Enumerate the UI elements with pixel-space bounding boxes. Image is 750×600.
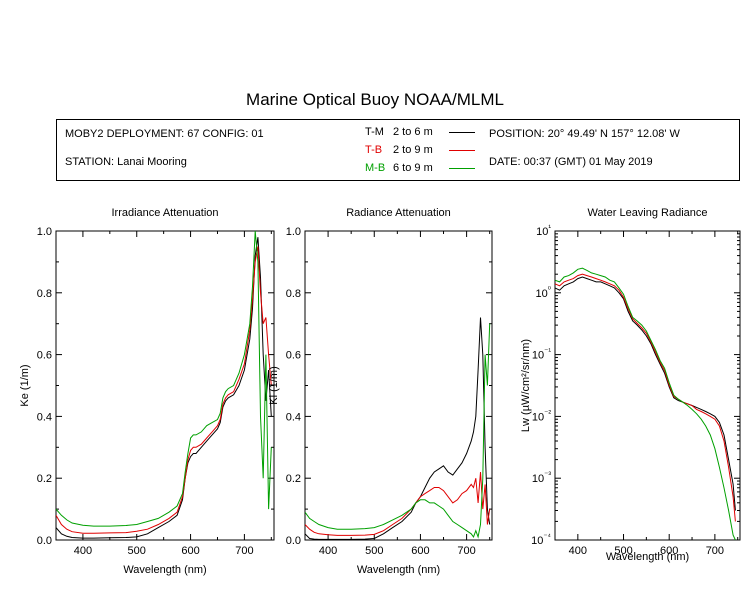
y-tick-label-1-5: 1.0 [286,226,301,238]
y-tick-label-0-2: 0.4 [37,411,52,423]
y-tick-label-0-4: 0.8 [37,288,52,300]
series-line-1-t-b [305,471,491,536]
deployment-label: MOBY2 DEPLOYMENT: 67 CONFIG: 01 [65,128,264,140]
plot-frame-0 [55,230,275,541]
series-line-2-m-b [555,267,736,540]
chart-title-1: Radiance Attenuation [346,207,451,219]
legend-range-mb: 6 to 9 m [393,162,433,174]
y-axis-label-2: Lw (µW/cm²/sr/nm) [520,339,532,432]
x-tick-label-2-2: 600 [660,545,678,557]
series-line-0-t-b [56,246,272,534]
plot-frame-1 [304,230,493,541]
y-tick-label-2-4: 10⁰ [536,285,551,300]
x-tick-label-2-1: 500 [614,545,632,557]
y-tick-label-0-5: 1.0 [37,226,52,238]
y-tick-label-0-1: 0.2 [37,473,52,485]
x-tick-label-0-0: 400 [74,545,92,557]
x-tick-label-1-2: 600 [411,545,429,557]
date-label: DATE: 00:37 (GMT) 01 May 2019 [489,156,653,168]
legend-line-tb [449,150,475,151]
y-tick-label-2-2: 10⁻² [532,408,551,423]
plot-frame-2 [554,230,741,541]
y-tick-label-1-4: 0.8 [286,288,301,300]
series-line-2-t-b [555,273,736,522]
x-axis-label-1: Wavelength (nm) [357,564,440,576]
chart-title-0: Irradiance Attenuation [111,207,218,219]
y-tick-label-1-2: 0.4 [286,411,301,423]
chart-title-2: Water Leaving Radiance [587,207,707,219]
y-tick-label-2-5: 10¹ [536,223,551,238]
x-axis-label-2: Wavelength (nm) [606,551,689,563]
y-tick-label-1-3: 0.6 [286,350,301,362]
x-tick-label-0-2: 600 [181,545,199,557]
x-tick-label-0-3: 700 [235,545,253,557]
series-line-1-m-b [305,323,491,539]
y-tick-label-0-0: 0.0 [37,535,52,547]
series-line-1-t-m [305,317,491,540]
series-line-2-t-m [555,276,736,511]
station-label: STATION: Lanai Mooring [65,156,187,168]
y-axis-label-0: Ke (1/m) [19,364,31,406]
y-tick-label-2-0: 10⁻⁴ [531,532,551,547]
x-tick-label-1-0: 400 [319,545,337,557]
legend-code-mb: M-B [365,162,386,174]
legend-code-tm: T-M [365,126,384,138]
page-title: Marine Optical Buoy NOAA/MLML [246,90,504,109]
y-tick-label-1-1: 0.2 [286,473,301,485]
x-tick-label-2-3: 700 [706,545,724,557]
y-tick-label-2-1: 10⁻³ [532,470,551,485]
info-box: MOBY2 DEPLOYMENT: 67 CONFIG: 01 STATION:… [56,119,740,181]
position-label: POSITION: 20° 49.49' N 157° 12.08' W [489,128,680,140]
x-axis-label-0: Wavelength (nm) [123,564,206,576]
x-tick-label-0-1: 500 [128,545,146,557]
y-tick-label-1-0: 0.0 [286,535,301,547]
y-tick-label-2-3: 10⁻¹ [532,347,551,362]
y-axis-label-1: Kl (1/m) [268,366,280,405]
x-tick-label-1-3: 700 [457,545,475,557]
legend-line-mb [449,168,475,169]
series-line-0-m-b [56,231,272,527]
x-tick-label-2-0: 400 [569,545,587,557]
legend-line-tm [449,132,475,133]
legend-range-tm: 2 to 6 m [393,126,433,138]
y-tick-label-0-3: 0.6 [37,350,52,362]
legend-range-tb: 2 to 9 m [393,144,433,156]
x-tick-label-1-1: 500 [365,545,383,557]
series-line-0-t-m [56,237,272,539]
legend-code-tb: T-B [365,144,383,156]
